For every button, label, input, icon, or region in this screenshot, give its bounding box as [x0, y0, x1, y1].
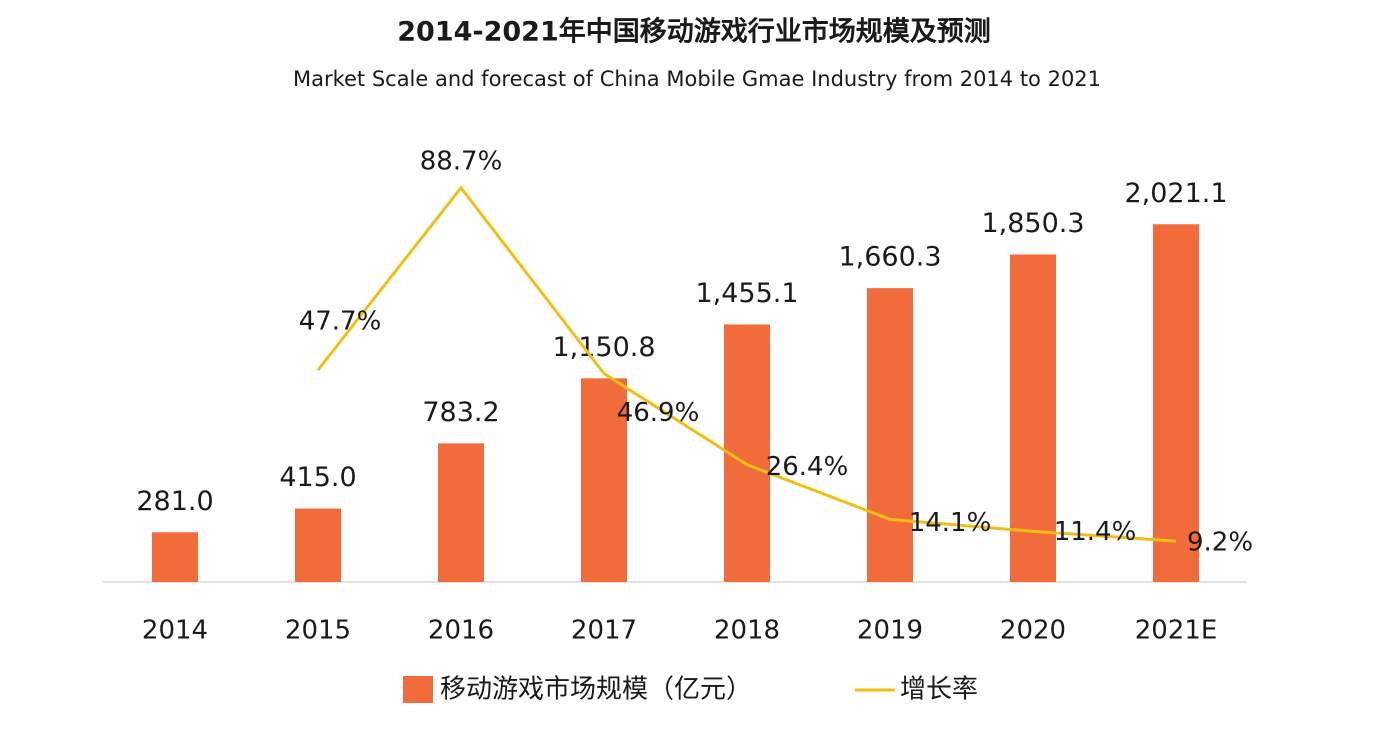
bar: [581, 378, 627, 582]
bar-value-label: 1,150.8: [552, 332, 655, 363]
legend-label: 移动游戏市场规模（亿元）: [440, 675, 752, 705]
bar: [1010, 254, 1056, 582]
line-value-label: 26.4%: [766, 452, 849, 482]
bar-value-label: 415.0: [279, 462, 356, 493]
x-tick-label: 2014: [142, 616, 208, 646]
bar: [438, 443, 484, 582]
x-tick-label: 2016: [428, 616, 494, 646]
bar-value-label: 2,021.1: [1124, 178, 1227, 209]
legend-swatch: [403, 676, 433, 703]
line-value-label: 46.9%: [617, 398, 700, 428]
bar-value-label: 1,455.1: [695, 278, 798, 309]
x-tick-label: 2017: [571, 616, 637, 646]
legend-label: 增长率: [900, 675, 978, 705]
line-value-label: 11.4%: [1054, 517, 1137, 547]
x-tick-label: 2015: [285, 616, 351, 646]
x-tick-label: 2021E: [1135, 616, 1218, 646]
x-tick-label: 2018: [714, 616, 780, 646]
bar-value-label: 1,660.3: [838, 242, 941, 273]
x-tick-label: 2019: [857, 616, 923, 646]
x-tick-label: 2020: [1000, 616, 1066, 646]
bar: [1153, 224, 1199, 582]
bar-value-label: 281.0: [136, 486, 213, 517]
chart-title: 2014-2021年中国移动游戏行业市场规模及预测: [397, 16, 991, 48]
line-value-label: 88.7%: [420, 146, 503, 176]
bar-value-label: 783.2: [422, 397, 499, 428]
growth-line: [316, 185, 1177, 543]
line-value-label: 9.2%: [1187, 528, 1253, 558]
chart-subtitle: Market Scale and forecast of China Mobil…: [293, 67, 1101, 91]
line-value-label: 14.1%: [909, 508, 992, 538]
bar: [295, 508, 341, 582]
bar-value-label: 1,850.3: [981, 208, 1084, 239]
bar: [867, 288, 913, 582]
line-value-label: 47.7%: [299, 307, 382, 337]
bar: [152, 532, 198, 582]
